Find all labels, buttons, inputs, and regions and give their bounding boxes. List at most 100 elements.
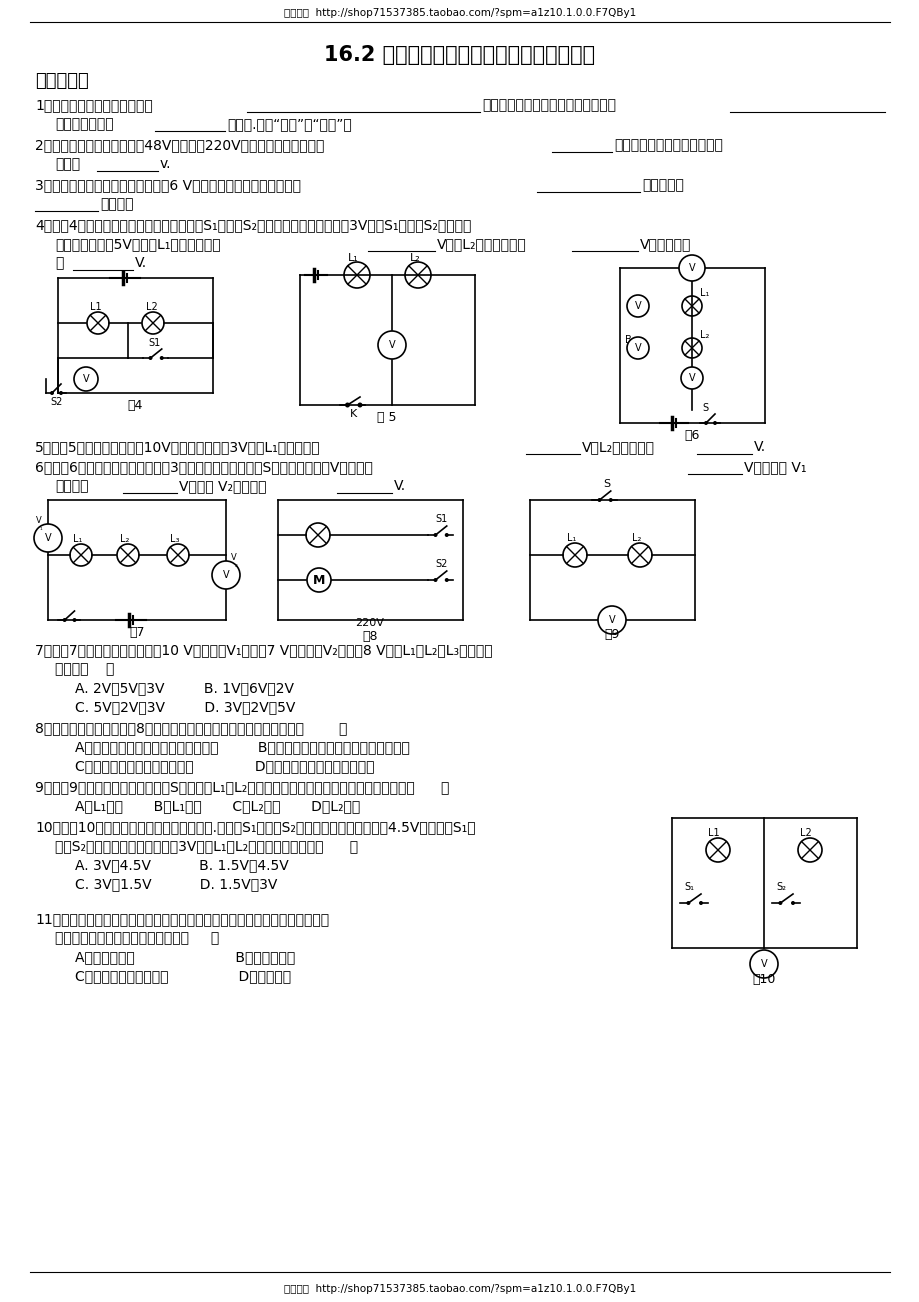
Text: 图7: 图7 [129, 626, 144, 639]
Circle shape [433, 533, 437, 536]
Text: 图10: 图10 [752, 973, 775, 986]
Text: ₂: ₂ [234, 562, 238, 568]
Text: V: V [45, 533, 51, 543]
Text: 联才行；: 联才行； [100, 197, 133, 211]
Circle shape [678, 255, 704, 281]
Text: L₂: L₂ [631, 533, 641, 543]
Text: V，L₂两端电压为: V，L₂两端电压为 [582, 440, 654, 454]
Circle shape [378, 331, 405, 359]
Text: V: V [231, 553, 236, 562]
Text: V，电压表 V₁: V，电压表 V₁ [743, 460, 806, 474]
Text: 合、S₂断开时，电压表的示数为3V，则L₁和L₂两端的电压分别为（      ）: 合、S₂断开时，电压表的示数为3V，则L₁和L₂两端的电压分别为（ ） [55, 838, 357, 853]
Text: ₁: ₁ [40, 525, 42, 531]
Circle shape [596, 497, 601, 503]
Circle shape [680, 367, 702, 389]
Text: A. 3V和4.5V           B. 1.5V和4.5V: A. 3V和4.5V B. 1.5V和4.5V [75, 858, 289, 872]
Text: 为: 为 [55, 256, 63, 270]
Text: C. 5V，2V，3V         D. 3V，2V，5V: C. 5V，2V，3V D. 3V，2V，5V [75, 700, 295, 713]
Text: V: V [688, 263, 695, 273]
Text: L1: L1 [90, 302, 101, 312]
Circle shape [160, 355, 164, 359]
Text: 节新干电池: 节新干电池 [641, 178, 683, 191]
Text: S₂: S₂ [775, 881, 785, 892]
Text: L2: L2 [146, 302, 157, 312]
Circle shape [433, 578, 437, 582]
Circle shape [698, 901, 702, 905]
Text: 家用电器之间是: 家用电器之间是 [55, 117, 114, 132]
Text: S₁: S₁ [683, 881, 693, 892]
Text: 16.2 探究串、并联电路电压的规律同步练习: 16.2 探究串、并联电路电压的规律同步练习 [324, 46, 595, 65]
Text: L₁: L₁ [347, 253, 358, 263]
Text: 基础练习：: 基础练习： [35, 72, 88, 90]
Text: M: M [312, 573, 324, 586]
Text: C. 3V和1.5V           D. 1.5V和3V: C. 3V和1.5V D. 1.5V和3V [75, 878, 277, 891]
Text: 11、用电压表分别测量电路中两盏电灯的电压，结果它们两端的电压不相等，: 11、用电压表分别测量电路中两盏电灯的电压，结果它们两端的电压不相等， [35, 911, 329, 926]
Circle shape [749, 950, 777, 978]
Text: 图9: 图9 [604, 628, 619, 641]
Text: S1: S1 [148, 339, 160, 348]
Text: V，灯L₂两端的电压为: V，灯L₂两端的电压为 [437, 237, 527, 251]
Text: K: K [349, 409, 357, 419]
Text: A．一定是串联                       B．一定是并联: A．一定是串联 B．一定是并联 [75, 950, 295, 963]
Circle shape [345, 402, 349, 408]
Text: 5、如图5所示，电源电压为10V，电压表示数为3V，则L₁两端电压为: 5、如图5所示，电源电压为10V，电压表示数为3V，则L₁两端电压为 [35, 440, 321, 454]
Circle shape [790, 901, 794, 905]
Text: 8、小张家的卫生间按如图8所示的电路安装了照明灯和换气扇，它们（        ）: 8、小张家的卫生间按如图8所示的电路安装了照明灯和换气扇，它们（ ） [35, 721, 347, 736]
Circle shape [73, 618, 76, 622]
Text: V: V [688, 372, 695, 383]
Circle shape [59, 391, 62, 395]
Text: 10、如图10所示的电路，电源电压保持不变.当开关S₁断开、S₂闭合时，电压表的示数为4.5V；当开关S₁闭: 10、如图10所示的电路，电源电压保持不变.当开关S₁断开、S₂闭合时，电压表的… [35, 820, 475, 835]
Text: S: S [602, 479, 609, 490]
Text: V.: V. [393, 479, 405, 493]
Circle shape [444, 533, 448, 536]
Text: 图8: 图8 [362, 630, 378, 643]
Circle shape [777, 901, 781, 905]
Text: L2: L2 [800, 828, 811, 838]
Text: L₁: L₁ [566, 533, 575, 543]
Text: 电压是: 电压是 [55, 158, 80, 171]
Text: 图4: 图4 [127, 398, 142, 411]
Text: 图6: 图6 [684, 428, 699, 441]
Text: 6、在图6所示的电路中，电源是由3节干电池串联组成的，S闭合后则电压表V的示数为: 6、在图6所示的电路中，电源是由3节干电池串联组成的，S闭合后则电压表V的示数为 [35, 460, 372, 474]
Text: 2、一种小彩灯的额定电压是48V，要接在220V的电路中，至少要串联: 2、一种小彩灯的额定电压是48V，要接在220V的电路中，至少要串联 [35, 138, 324, 152]
Text: 4、如图4所示，电源电压保持不变，当开关S₁闭合，S₂断开时，电压表的示数为3V；当S₁断开，S₂闭合时，: 4、如图4所示，电源电压保持不变，当开关S₁闭合，S₂断开时，电压表的示数为3V… [35, 217, 471, 232]
Circle shape [712, 421, 716, 424]
Circle shape [703, 421, 708, 424]
Circle shape [444, 578, 448, 582]
Circle shape [357, 402, 362, 408]
Text: C、工作时通过的电流一定相等              D、工作时两端的电压一定相等: C、工作时通过的电流一定相等 D、工作时两端的电压一定相等 [75, 759, 374, 773]
Text: 连接的.（填“串联”或“并联”）: 连接的.（填“串联”或“并联”） [227, 117, 351, 132]
Text: 电压表的示数为5V，则灯L₁两端的电压为: 电压表的示数为5V，则灯L₁两端的电压为 [55, 237, 221, 251]
Text: 图 5: 图 5 [377, 411, 396, 424]
Text: A. 2V，5V，3V         B. 1V，6V，2V: A. 2V，5V，3V B. 1V，6V，2V [75, 681, 294, 695]
Text: V: V [634, 301, 641, 311]
Text: V: V [83, 374, 89, 384]
Text: V: V [388, 340, 395, 350]
Text: V.: V. [754, 440, 766, 454]
Text: 3、某晶体管收音机工作时的电压为6 V，若用干电池做电源，则需要: 3、某晶体管收音机工作时的电压为6 V，若用干电池做电源，则需要 [35, 178, 301, 191]
Text: V，电源电压: V，电源电压 [640, 237, 690, 251]
Text: 的示数为: 的示数为 [55, 479, 88, 493]
Text: S2: S2 [435, 559, 447, 569]
Text: 每天教育  http://shop71537385.taobao.com/?spm=a1z10.1.0.0.F7QBy1: 每天教育 http://shop71537385.taobao.com/?spm… [284, 1284, 635, 1294]
Circle shape [307, 568, 331, 592]
Circle shape [627, 296, 648, 316]
Circle shape [211, 561, 240, 589]
Text: L₁: L₁ [699, 288, 709, 298]
Text: V: V [222, 570, 229, 579]
Text: A、L₁断路       B、L₁短路       C、L₂断路       D、L₂短路: A、L₁断路 B、L₁短路 C、L₂断路 D、L₂短路 [75, 799, 360, 812]
Text: 由此判断两盏电灯的连接方式是：（     ）: 由此判断两盏电灯的连接方式是：（ ） [55, 931, 219, 945]
Text: 只这种灯泡，每只灯泡的实际: 只这种灯泡，每只灯泡的实际 [613, 138, 722, 152]
Circle shape [686, 901, 689, 905]
Text: v.: v. [160, 158, 171, 171]
Circle shape [74, 367, 98, 391]
Circle shape [627, 337, 648, 359]
Text: S1: S1 [435, 514, 447, 523]
Text: B: B [624, 335, 631, 345]
Text: 依次为（    ）: 依次为（ ） [55, 661, 114, 676]
Circle shape [597, 605, 625, 634]
Text: V: V [760, 960, 766, 969]
Text: L₁: L₁ [73, 534, 83, 544]
Text: L₂: L₂ [119, 534, 130, 544]
Text: L₂: L₂ [410, 253, 420, 263]
